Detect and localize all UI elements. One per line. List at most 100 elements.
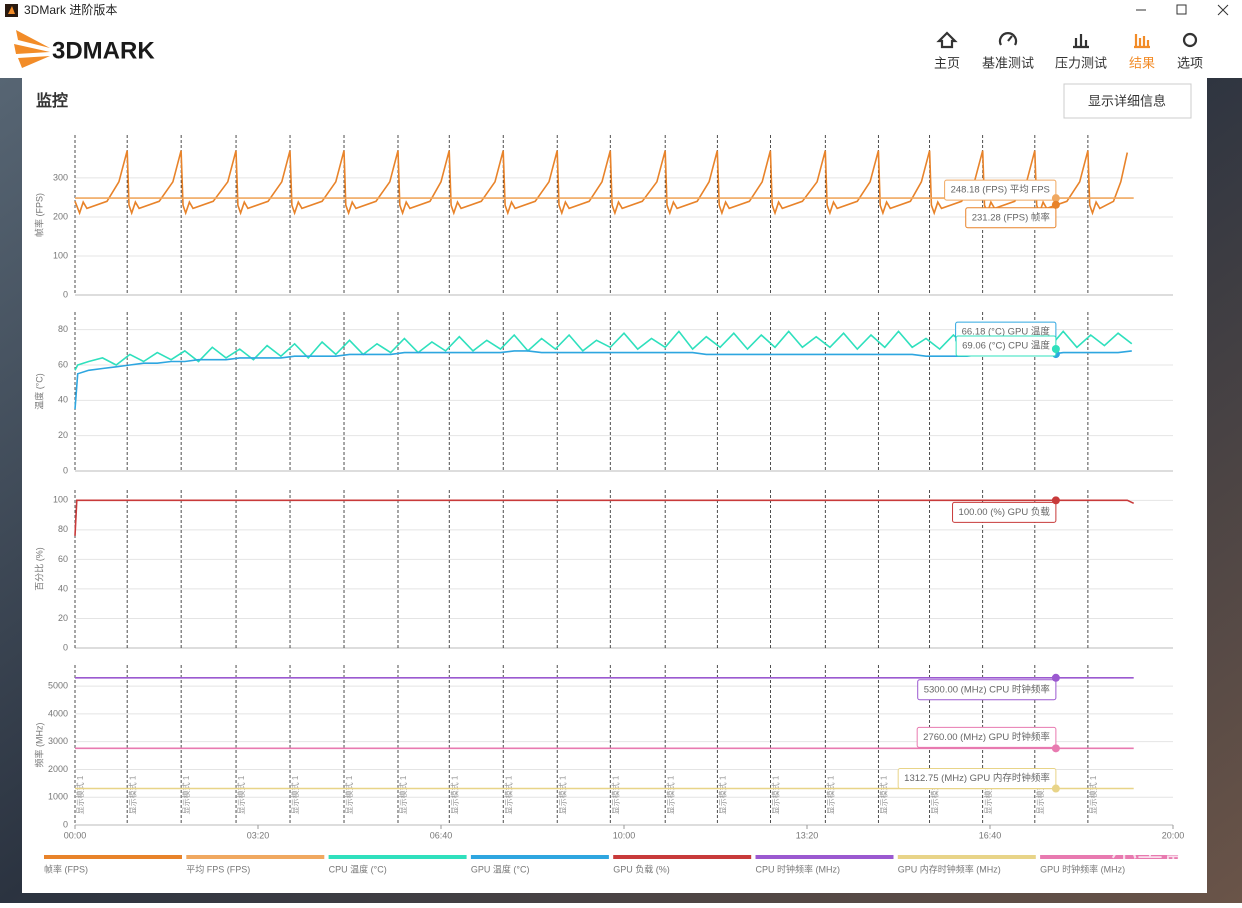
y-tick-label: 20 <box>58 430 68 440</box>
series-line <box>74 150 1129 216</box>
y-axis-label: 百分比 (%) <box>33 547 44 591</box>
marker-label: 显示模式 1 <box>825 775 835 814</box>
marker-label: 显示模式 1 <box>878 775 888 814</box>
y-tick-label: 3000 <box>48 736 68 746</box>
marker-label: 显示模式 1 <box>557 775 567 814</box>
window-title: 3DMark 进阶版本 <box>24 3 117 17</box>
annotation-box <box>944 179 1057 201</box>
legend-swatch <box>44 855 182 859</box>
annotation-dot <box>1051 496 1060 505</box>
nav-icon <box>1182 32 1198 48</box>
y-tick-label: 100 <box>53 250 68 260</box>
marker-label: 显示模式 1 <box>398 775 408 814</box>
details-button-label[interactable]: 显示详细信息 <box>1088 93 1166 108</box>
legend-swatch <box>897 855 1036 859</box>
annotation-box <box>897 768 1057 790</box>
marker-label: 显示模式 1 <box>717 775 727 814</box>
annotation-label: 5300.00 (MHz) CPU 时钟频率 <box>924 683 1051 695</box>
annotation-label: 66.18 (°C) GPU 温度 <box>962 326 1051 338</box>
legend-swatch <box>1040 855 1179 859</box>
annotation-label: 248.18 (FPS) 平均 FPS <box>951 184 1050 196</box>
legend-swatch <box>755 855 894 859</box>
marker-label: 显示模式 1 <box>290 775 300 814</box>
marker-label: 显示模式 1 <box>1035 775 1045 814</box>
annotation-dot <box>1051 344 1060 353</box>
series-line <box>74 499 1135 536</box>
x-tick-label: 03:20 <box>247 830 270 840</box>
annotation-label: 1312.75 (MHz) GPU 内存时钟频率 <box>904 772 1050 784</box>
marker-label: 显示模式 1 <box>127 775 137 814</box>
annotation-label: 231.28 (FPS) 帧率 <box>972 211 1051 223</box>
y-tick-label: 0 <box>63 465 68 475</box>
legend-label: 平均 FPS (FPS) <box>186 863 250 874</box>
annotation-box <box>916 726 1057 748</box>
nav-icon <box>1073 34 1089 49</box>
nav-item[interactable]: 选项 <box>1177 55 1203 70</box>
y-tick-label: 1000 <box>48 792 68 802</box>
annotation-label: 2760.00 (MHz) GPU 时钟频率 <box>923 731 1050 743</box>
legend-swatch <box>613 855 752 859</box>
legend-label: CPU 时钟频率 (MHz) <box>756 863 841 874</box>
y-tick-label: 80 <box>58 524 68 534</box>
nav-icon <box>998 32 1018 46</box>
y-tick-label: 200 <box>53 211 68 221</box>
y-tick-label: 0 <box>63 289 68 299</box>
y-tick-label: 0 <box>63 819 68 829</box>
legend-label: GPU 时钟频率 (MHz) <box>1040 863 1125 874</box>
nav-item[interactable]: 基准测试 <box>982 55 1034 70</box>
x-tick-label: 20:00 <box>1162 830 1185 840</box>
x-tick-label: 10:00 <box>613 830 636 840</box>
annotation-box <box>965 207 1057 229</box>
y-tick-label: 300 <box>53 172 68 182</box>
maximize-button[interactable] <box>1176 4 1187 15</box>
marker-label: 显示模式 1 <box>1088 775 1098 814</box>
close-button[interactable] <box>1217 4 1229 16</box>
marker-label: 显示模式 1 <box>983 775 993 814</box>
annotation-dot <box>1051 200 1060 209</box>
watermark: 小黑盒 <box>1111 838 1189 868</box>
details-button[interactable] <box>1063 83 1192 119</box>
y-tick-label: 40 <box>58 583 68 593</box>
marker-label: 显示模式 1 <box>181 775 191 814</box>
header <box>0 0 1242 78</box>
y-tick-label: 60 <box>58 359 68 369</box>
y-tick-label: 4000 <box>48 708 68 718</box>
nav-item[interactable]: 压力测试 <box>1055 55 1107 70</box>
y-tick-label: 2000 <box>48 764 68 774</box>
annotation-label: 100.00 (%) GPU 负载 <box>959 506 1051 518</box>
nav-item[interactable]: 结果 <box>1129 55 1155 70</box>
legend-swatch <box>186 855 325 859</box>
marker-label: 显示模式 1 <box>449 775 459 814</box>
annotation-dot <box>1051 784 1060 793</box>
y-tick-label: 60 <box>58 554 68 564</box>
x-tick-label: 06:40 <box>430 830 453 840</box>
y-axis-label: 频率 (MHz) <box>33 723 44 768</box>
marker-label: 显示模式 1 <box>75 775 85 814</box>
annotation-dot <box>1051 194 1060 203</box>
marker-label: 显示模式 1 <box>930 775 940 814</box>
nav-icon <box>936 31 958 49</box>
marker-label: 显示模式 1 <box>771 775 781 814</box>
annotation-box <box>917 679 1057 701</box>
annotation-label: 69.06 (°C) CPU 温度 <box>962 340 1050 352</box>
marker-label: 显示模式 1 <box>610 775 620 814</box>
legend-label: CPU 温度 (°C) <box>329 863 387 874</box>
section-title: 监控 <box>36 91 68 110</box>
logo-mark <box>14 30 50 68</box>
nav-item[interactable]: 主页 <box>934 55 960 70</box>
y-tick-label: 0 <box>63 642 68 652</box>
nav-icon <box>1134 34 1150 49</box>
annotation-dot <box>1051 744 1060 753</box>
annotation-dot <box>1051 673 1060 682</box>
y-axis-label: 帧率 (FPS) <box>33 193 44 237</box>
x-tick-label: 00:00 <box>64 830 87 840</box>
nav: 主页 基准测试 压力测试 结果 选项 <box>934 31 1203 70</box>
legend-label: GPU 温度 (°C) <box>471 863 530 874</box>
series-line <box>74 350 1132 410</box>
logo-text: 3DMARK <box>52 37 155 64</box>
marker-label: 显示模式 1 <box>236 775 246 814</box>
marker-label: 显示模式 1 <box>503 775 513 814</box>
annotation-box <box>952 501 1057 523</box>
y-tick-label: 80 <box>58 324 68 334</box>
y-tick-label: 5000 <box>48 680 68 690</box>
